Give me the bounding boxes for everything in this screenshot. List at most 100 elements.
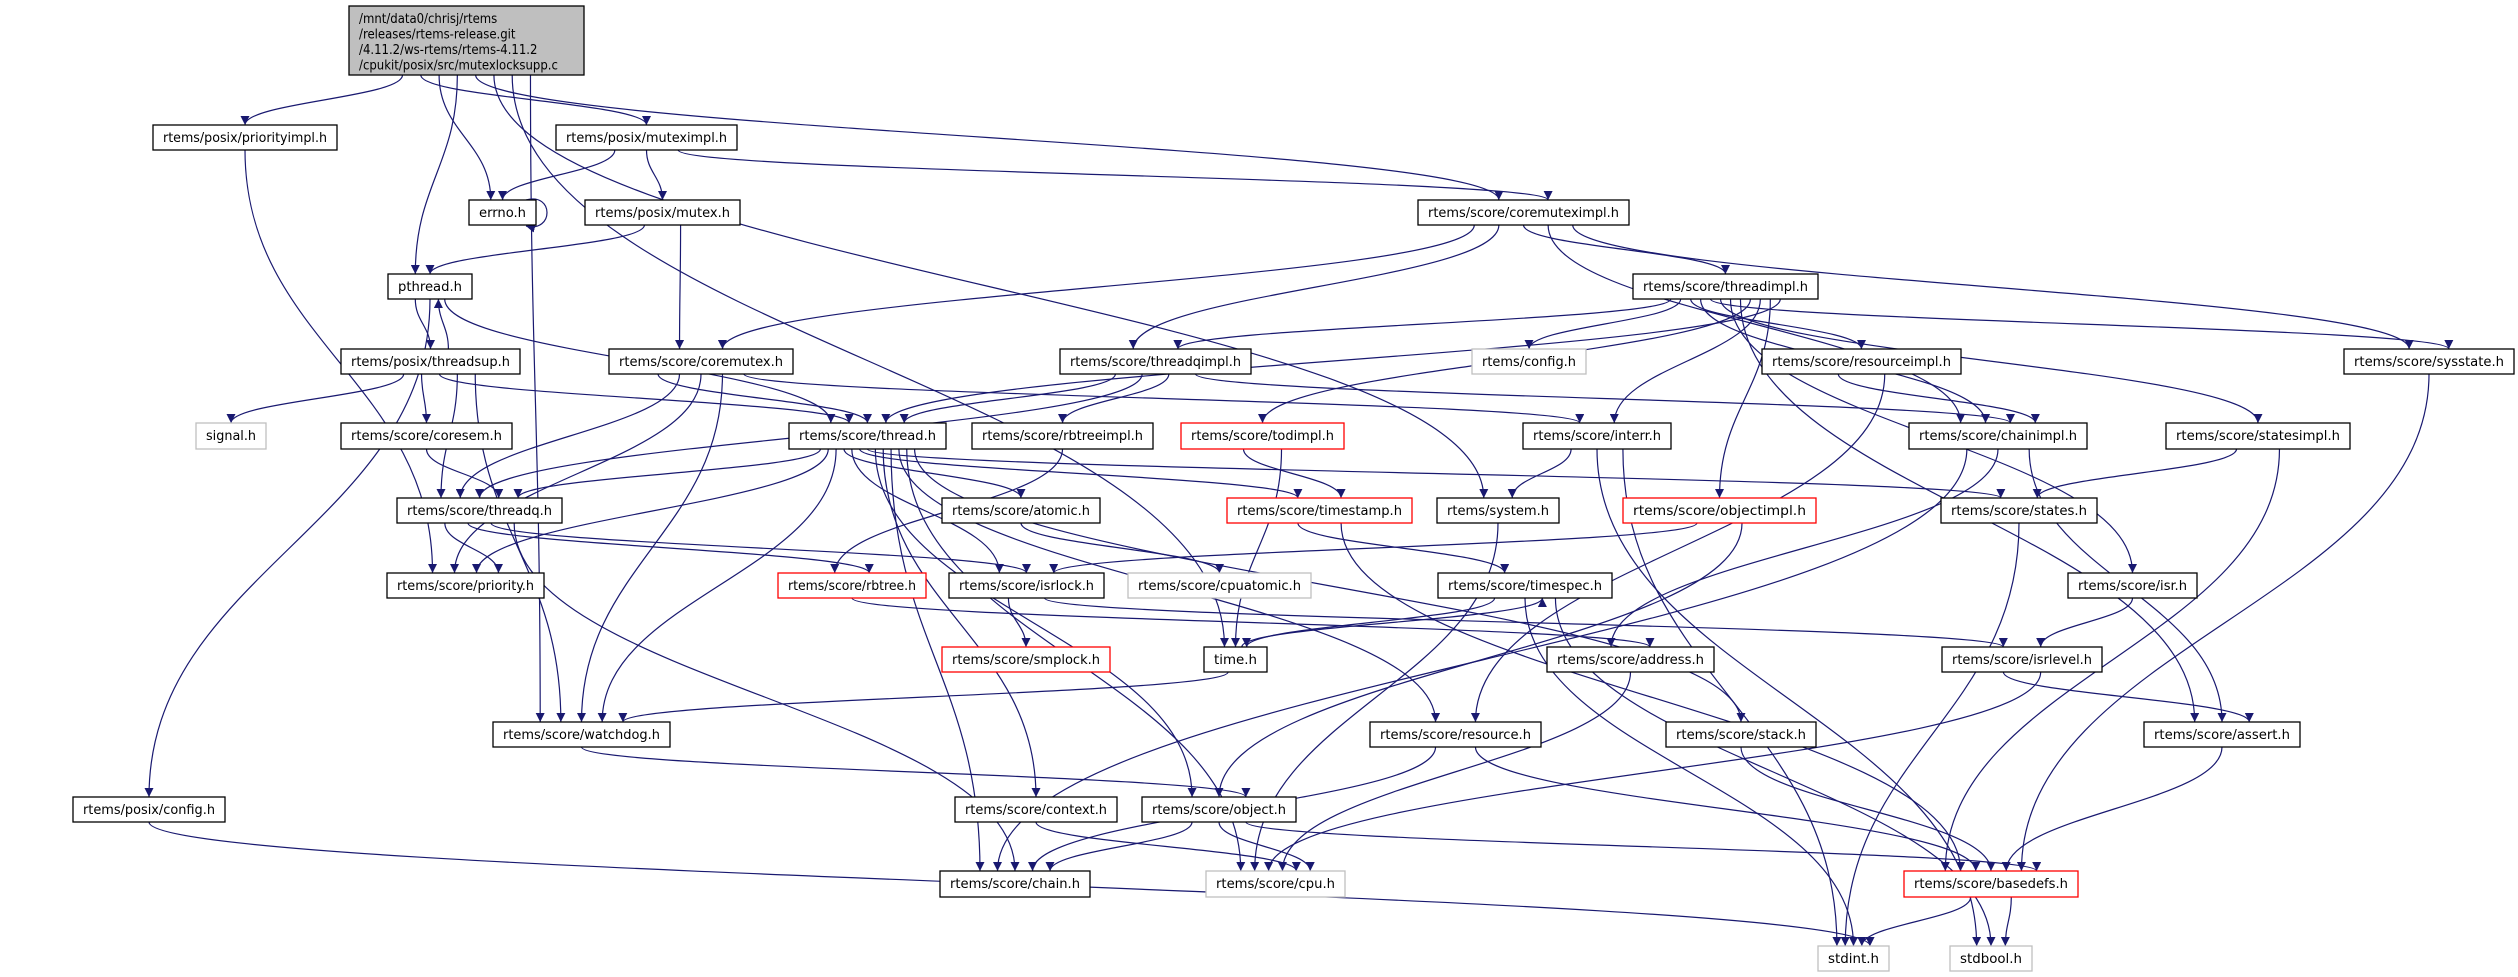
node-objectimpl[interactable]: rtems/score/objectimpl.h	[1622, 497, 1817, 524]
node-box	[2143, 721, 2301, 748]
node-threadimpl[interactable]: rtems/score/threadimpl.h	[1632, 273, 1819, 300]
node-resourceimpl[interactable]: rtems/score/resourceimpl.h	[1761, 348, 1962, 375]
node-box	[584, 199, 741, 226]
node-label: rtems/score/isrlevel.h	[1952, 653, 2092, 668]
node-todimpl[interactable]: rtems/score/todimpl.h	[1180, 422, 1345, 450]
node-atomic[interactable]: rtems/score/atomic.h	[941, 497, 1101, 524]
node-cpu[interactable]: rtems/score/cpu.h	[1205, 870, 1346, 898]
node-isrlevel[interactable]: rtems/score/isrlevel.h	[1941, 646, 2103, 673]
node-muteximpl[interactable]: rtems/posix/muteximpl.h	[555, 124, 738, 151]
node-box	[1127, 572, 1312, 599]
node-sysstate[interactable]: rtems/score/sysstate.h	[2343, 348, 2515, 375]
node-smplock[interactable]: rtems/score/smplock.h	[941, 646, 1111, 673]
edge-threadimpl-to-statesimpl	[1719, 298, 2263, 424]
edge-statesimpl-to-basedefs	[1940, 448, 2281, 872]
edge-threadqimpl-to-thread	[899, 373, 1116, 424]
node-signal[interactable]: signal.h	[195, 422, 267, 450]
node-priorityimpl[interactable]: rtems/posix/priorityimpl.h	[152, 124, 338, 151]
node-box	[195, 422, 267, 450]
edge-time-to-watchdog	[618, 671, 1229, 723]
node-label: rtems/score/threadqimpl.h	[1070, 355, 1241, 370]
node-box	[1369, 721, 1542, 748]
node-label: rtems/score/thread.h	[799, 429, 936, 444]
node-system[interactable]: rtems/system.h	[1436, 497, 1560, 524]
node-pmutex[interactable]: rtems/posix/mutex.h	[584, 199, 741, 226]
node-chainimpl[interactable]: rtems/score/chainimpl.h	[1908, 422, 2088, 450]
node-threadsup[interactable]: rtems/posix/threadsup.h	[340, 348, 521, 375]
node-stdint[interactable]: stdint.h	[1817, 945, 1890, 972]
node-resource[interactable]: rtems/score/resource.h	[1369, 721, 1542, 748]
edge-threadimpl-to-resourceimpl	[1690, 298, 1866, 350]
node-box	[2165, 422, 2351, 450]
node-rbtree[interactable]: rtems/score/rbtree.h	[777, 572, 927, 599]
edge-threadimpl-to-interr	[1609, 298, 1761, 424]
node-priority[interactable]: rtems/score/priority.h	[386, 572, 545, 599]
edge-thread-to-context	[882, 448, 1041, 798]
node-context[interactable]: rtems/score/context.h	[954, 796, 1118, 823]
node-coremuteximpl[interactable]: rtems/score/coremuteximpl.h	[1417, 199, 1630, 226]
node-label: rtems/score/coremuteximpl.h	[1428, 206, 1619, 221]
node-chain[interactable]: rtems/score/chain.h	[939, 870, 1091, 898]
edge-root-to-system	[493, 74, 1489, 499]
node-errno[interactable]: errno.h	[468, 199, 537, 226]
node-label: rtems/score/statesimpl.h	[2176, 429, 2340, 444]
node-pthread[interactable]: pthread.h	[387, 273, 473, 300]
node-coresem[interactable]: rtems/score/coresem.h	[340, 422, 513, 450]
node-isrlock[interactable]: rtems/score/isrlock.h	[948, 572, 1105, 599]
edge-threadq-to-chain	[513, 522, 1020, 872]
node-pconfig[interactable]: rtems/posix/config.h	[72, 796, 226, 823]
node-label: pthread.h	[398, 280, 462, 295]
node-box	[1903, 870, 2079, 898]
node-box	[340, 422, 513, 450]
node-stack[interactable]: rtems/score/stack.h	[1665, 721, 1817, 748]
edge-assert-to-basedefs	[2001, 746, 2223, 872]
node-stdbool[interactable]: stdbool.h	[1949, 945, 2033, 972]
node-box	[941, 497, 1101, 524]
node-cpuatomic[interactable]: rtems/score/cpuatomic.h	[1127, 572, 1312, 599]
node-address[interactable]: rtems/score/address.h	[1546, 646, 1715, 673]
node-label: rtems/score/resourceimpl.h	[1772, 355, 1951, 370]
node-states[interactable]: rtems/score/states.h	[1940, 497, 2098, 524]
edge-coremutex-to-thread	[657, 373, 872, 424]
node-label: rtems/score/rbtree.h	[788, 579, 916, 594]
node-threadqimpl[interactable]: rtems/score/threadqimpl.h	[1059, 348, 1252, 375]
edge-threadimpl-to-sysstate	[1709, 298, 2454, 350]
edge-coremutex-to-watchdog	[577, 373, 724, 723]
node-label: rtems/score/todimpl.h	[1191, 429, 1334, 444]
node-interr[interactable]: rtems/score/interr.h	[1522, 422, 1672, 450]
node-label: rtems/posix/mutex.h	[595, 206, 730, 221]
edge-objectimpl-to-isrlock	[1049, 522, 1698, 574]
node-isr[interactable]: rtems/score/isr.h	[2067, 572, 2198, 599]
node-coremutex[interactable]: rtems/score/coremutex.h	[608, 348, 794, 375]
edge-coremutex-to-priority	[450, 373, 702, 574]
edge-stack-to-basedefs	[1740, 746, 1996, 872]
node-box	[1761, 348, 1962, 375]
edge-coremuteximpl-to-threadqimpl	[1128, 224, 1500, 350]
node-config[interactable]: rtems/config.h	[1471, 348, 1587, 375]
node-label: rtems/score/smplock.h	[952, 653, 1100, 668]
edge-coremutex-to-interr	[743, 373, 1584, 424]
node-object[interactable]: rtems/score/object.h	[1141, 796, 1297, 823]
node-box	[939, 870, 1091, 898]
node-box	[340, 348, 521, 375]
edge-thread-to-watchdog	[597, 448, 837, 723]
node-thread[interactable]: rtems/score/thread.h	[788, 422, 947, 450]
node-box	[954, 796, 1118, 823]
node-statesimpl[interactable]: rtems/score/statesimpl.h	[2165, 422, 2351, 450]
node-timestamp[interactable]: rtems/score/timestamp.h	[1226, 497, 1413, 524]
edge-resourceimpl-to-resource	[1470, 373, 1886, 723]
node-box	[1941, 646, 2103, 673]
node-box	[608, 348, 794, 375]
node-basedefs[interactable]: rtems/score/basedefs.h	[1903, 870, 2079, 898]
node-label: rtems/score/isrlock.h	[959, 579, 1094, 594]
node-watchdog[interactable]: rtems/score/watchdog.h	[492, 721, 671, 748]
edge-threadqimpl-to-rbtreeimpl	[1058, 373, 1170, 424]
node-rbtreeimpl[interactable]: rtems/score/rbtreeimpl.h	[971, 422, 1154, 450]
node-assert[interactable]: rtems/score/assert.h	[2143, 721, 2301, 748]
node-label: rtems/score/address.h	[1557, 653, 1704, 668]
node-timespec[interactable]: rtems/score/timespec.h	[1437, 572, 1613, 599]
node-time[interactable]: time.h	[1203, 646, 1268, 673]
node-threadq[interactable]: rtems/score/threadq.h	[396, 497, 563, 524]
edge-thread-to-priority	[472, 448, 829, 574]
node-box	[1665, 721, 1817, 748]
